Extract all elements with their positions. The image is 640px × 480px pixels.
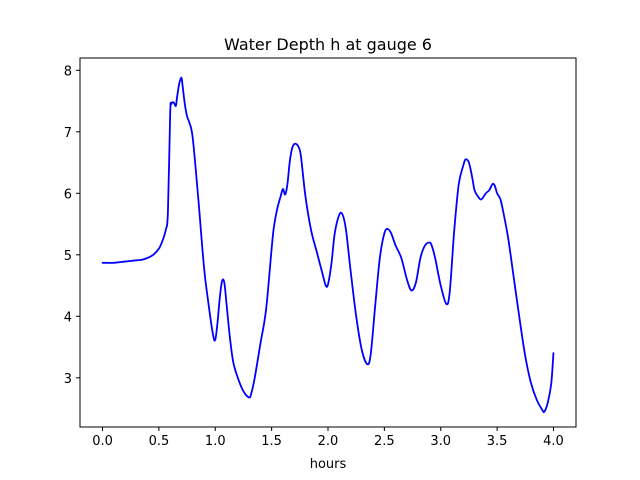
y-tick-label: 7 — [64, 126, 72, 141]
x-axis: 0.0 0.5 1.0 1.5 2.0 2.5 3.0 3.5 4.0 — [92, 427, 564, 449]
x-tick-label: 1.0 — [205, 434, 226, 449]
x-axis-label: hours — [310, 457, 347, 472]
y-tick-label: 6 — [64, 187, 72, 202]
y-tick-label: 3 — [64, 372, 72, 387]
x-tick-label: 4.0 — [543, 434, 564, 449]
y-tick-label: 4 — [64, 310, 72, 325]
chart-title: Water Depth h at gauge 6 — [224, 35, 432, 54]
x-tick-label: 2.0 — [318, 434, 339, 449]
x-tick-label: 3.5 — [487, 434, 508, 449]
x-tick-label: 0.5 — [149, 434, 170, 449]
x-tick-label: 3.0 — [430, 434, 451, 449]
y-axis: 3 4 5 6 7 8 — [64, 64, 80, 387]
y-tick-label: 8 — [64, 64, 72, 79]
y-tick-label: 5 — [64, 249, 72, 264]
series-line — [101, 76, 555, 414]
x-tick-label: 2.5 — [374, 434, 395, 449]
x-tick-label: 1.5 — [261, 434, 282, 449]
x-tick-label: 0.0 — [92, 434, 113, 449]
